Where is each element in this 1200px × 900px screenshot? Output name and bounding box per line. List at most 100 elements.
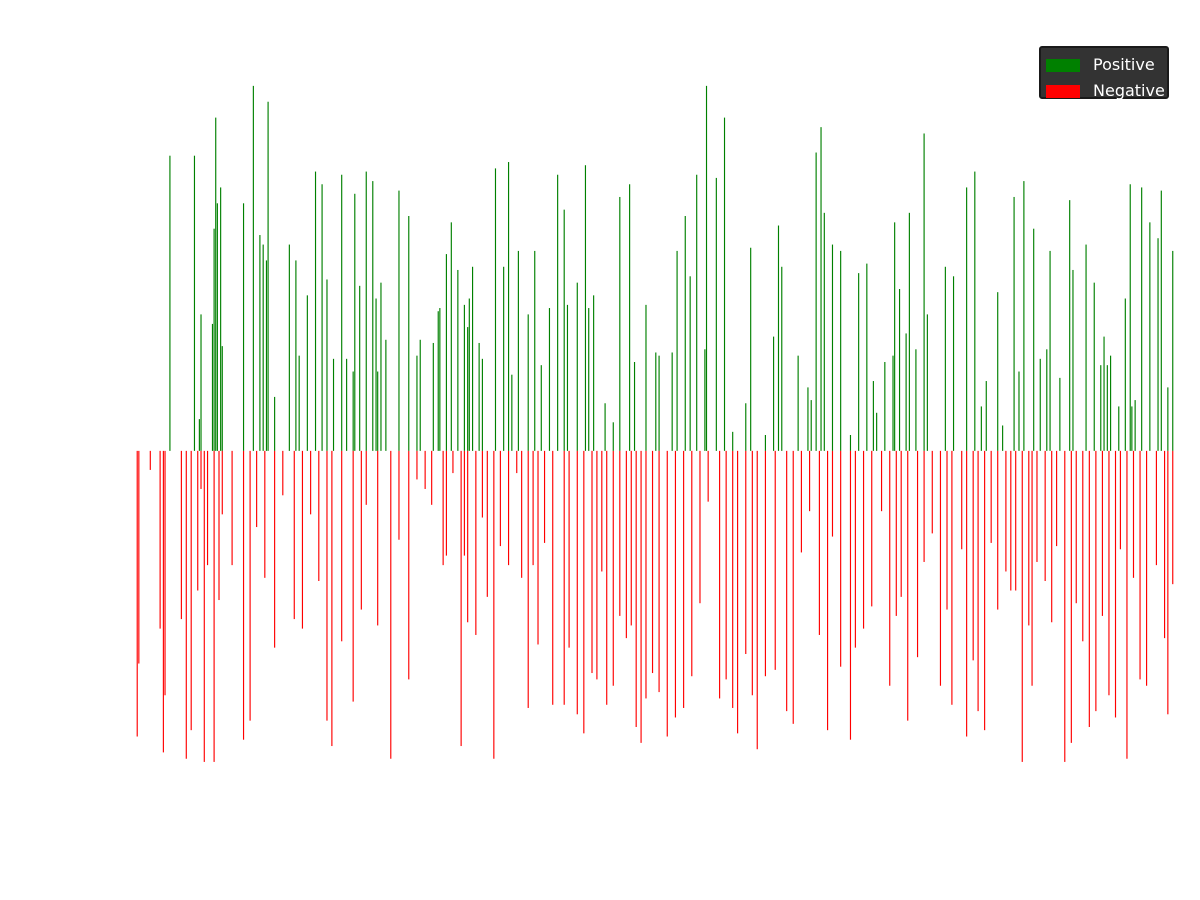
legend-swatch-positive <box>1046 58 1080 72</box>
positive-bar-14 <box>265 260 268 451</box>
negative-bar-32 <box>365 450 367 505</box>
positive-bar-1 <box>193 155 196 451</box>
positive-bar-23 <box>326 279 328 451</box>
positive-bar-110 <box>908 212 910 451</box>
positive-bar-96 <box>820 127 822 451</box>
legend-label-positive: Positive <box>1093 55 1155 74</box>
negative-bar-19 <box>256 450 258 528</box>
negative-bar-102 <box>871 450 873 607</box>
positive-bar-64 <box>576 282 578 451</box>
positive-bar-105 <box>884 362 886 451</box>
negative-bar-12 <box>206 450 209 566</box>
negative-bar-67 <box>612 450 614 686</box>
positive-bar-39 <box>419 339 421 451</box>
positive-bar-86 <box>745 403 747 451</box>
negative-bar-98 <box>840 450 842 667</box>
positive-bar-67 <box>593 295 595 451</box>
negative-bar-116 <box>972 450 974 661</box>
negative-bar-100 <box>854 450 856 648</box>
negative-bar-39 <box>431 450 433 505</box>
positive-bar-123 <box>1018 371 1020 451</box>
positive-bar-40 <box>432 342 434 451</box>
positive-bar-2 <box>198 419 200 451</box>
positive-bar-99 <box>840 250 842 451</box>
negative-bar-38 <box>424 450 426 489</box>
positive-bar-109 <box>905 333 907 451</box>
negative-bar-112 <box>946 450 948 610</box>
negative-bar-7 <box>185 450 187 759</box>
positive-bar-141 <box>1131 406 1133 451</box>
negative-bar-91 <box>786 450 788 712</box>
negative-bar-2 <box>149 450 151 470</box>
negative-bar-115 <box>966 450 968 737</box>
positive-bar-87 <box>750 247 752 451</box>
negative-bar-17 <box>242 450 245 740</box>
negative-bar-109 <box>923 450 925 562</box>
negative-bar-62 <box>583 450 585 734</box>
negative-bar-129 <box>1051 450 1053 623</box>
negative-bar-134 <box>1082 450 1084 642</box>
positive-bar-37 <box>408 216 410 451</box>
negative-bar-26 <box>318 450 320 581</box>
negative-bar-6 <box>180 450 182 620</box>
negative-bar-106 <box>900 450 902 597</box>
positive-bar-72 <box>633 362 636 451</box>
negative-bar-118 <box>984 450 986 731</box>
positive-bar-59 <box>540 365 542 451</box>
legend-label-negative: Negative <box>1093 81 1165 100</box>
negative-bar-15 <box>221 450 223 515</box>
negative-bar-10 <box>200 450 202 489</box>
negative-bar-80 <box>699 450 701 604</box>
positive-bar-94 <box>810 400 812 451</box>
positive-bar-27 <box>352 371 354 451</box>
negative-bar-143 <box>1139 450 1141 680</box>
positive-bar-115 <box>952 276 955 451</box>
positive-bar-89 <box>773 336 775 451</box>
negative-bar-63 <box>591 450 593 674</box>
negative-bar-57 <box>543 450 546 543</box>
positive-bar-95 <box>815 152 817 451</box>
positive-bar-68 <box>604 403 606 451</box>
positive-bar-53 <box>503 266 505 451</box>
positive-bar-142 <box>1134 400 1136 451</box>
positive-bar-44 <box>450 222 452 451</box>
negative-bar-107 <box>907 450 909 721</box>
negative-bar-8 <box>190 450 192 731</box>
positive-bar-12 <box>259 235 261 451</box>
positive-bar-78 <box>684 216 686 451</box>
positive-bar-25 <box>341 174 343 451</box>
negative-bar-131 <box>1064 450 1066 762</box>
positive-bar-16 <box>274 396 276 451</box>
negative-bar-110 <box>931 450 933 534</box>
negative-bar-133 <box>1075 450 1077 604</box>
negative-bar-140 <box>1119 450 1121 550</box>
positive-bar-116 <box>966 187 968 451</box>
bars-group <box>136 85 1174 762</box>
negative-bar-77 <box>674 450 677 718</box>
positive-bar-144 <box>1149 222 1151 451</box>
negative-bar-65 <box>601 450 603 572</box>
negative-bar-22 <box>282 450 284 496</box>
negative-bar-84 <box>732 450 734 708</box>
positive-bar-30 <box>365 171 367 451</box>
positive-bar-91 <box>781 266 783 451</box>
negative-bar-30 <box>352 450 354 702</box>
negative-bar-73 <box>645 450 647 699</box>
negative-bar-49 <box>493 450 495 759</box>
positive-bar-52 <box>494 168 497 451</box>
positive-bar-134 <box>1100 365 1102 451</box>
negative-bar-52 <box>516 450 518 474</box>
negative-bar-71 <box>635 450 637 727</box>
negative-bar-101 <box>862 450 865 629</box>
positive-bar-143 <box>1141 187 1143 451</box>
positive-bar-98 <box>831 244 834 451</box>
negative-bar-14 <box>218 450 220 601</box>
positive-bar-108 <box>898 289 901 451</box>
positive-bar-50 <box>478 342 480 451</box>
negative-bar-48 <box>486 450 488 597</box>
positive-bar-135 <box>1103 336 1105 451</box>
positive-bar-13 <box>262 244 264 451</box>
negative-bar-108 <box>916 450 919 658</box>
negative-bar-132 <box>1070 450 1072 743</box>
positive-bar-74 <box>655 352 657 451</box>
